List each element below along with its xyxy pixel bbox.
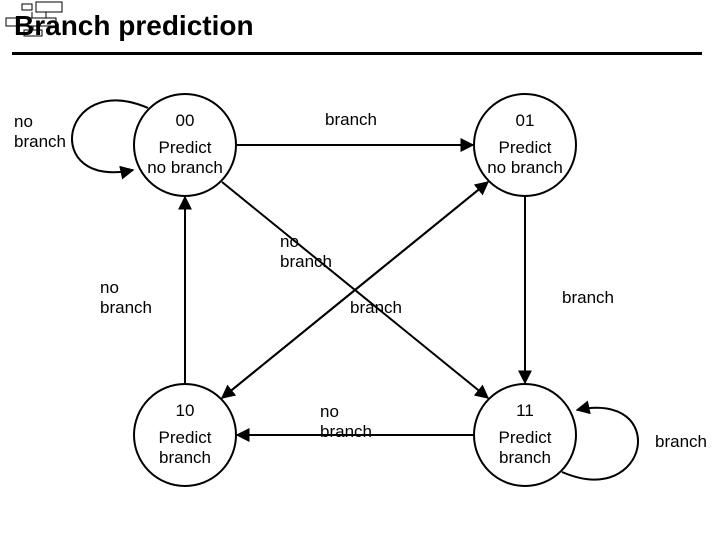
edge-label: branch bbox=[100, 298, 152, 318]
state-pred-line2: branch bbox=[135, 448, 235, 468]
edges-layer bbox=[0, 0, 720, 540]
state-code: 00 bbox=[135, 111, 235, 131]
edge-label: no bbox=[14, 112, 33, 132]
edge-label: branch bbox=[325, 110, 377, 130]
state-pred-line2: no branch bbox=[135, 158, 235, 178]
state-code: 01 bbox=[475, 111, 575, 131]
edge-label: branch bbox=[655, 432, 707, 452]
edge-label: no bbox=[280, 232, 299, 252]
state-pred-line1: Predict bbox=[475, 428, 575, 448]
edge bbox=[222, 182, 488, 398]
edge bbox=[222, 182, 488, 398]
page-title: Branch prediction bbox=[14, 10, 254, 42]
state-pred-line1: Predict bbox=[135, 138, 235, 158]
state-pred-line2: branch bbox=[475, 448, 575, 468]
state-code: 11 bbox=[475, 401, 575, 421]
state-00: 00 Predictno branch bbox=[133, 93, 237, 197]
state-pred-line1: Predict bbox=[475, 138, 575, 158]
edge-label: branch bbox=[350, 298, 402, 318]
edge-label: branch bbox=[14, 132, 66, 152]
state-pred-line1: Predict bbox=[135, 428, 235, 448]
state-10: 10 Predictbranch bbox=[133, 383, 237, 487]
edge-label: branch bbox=[562, 288, 614, 308]
edge-label: no bbox=[100, 278, 119, 298]
edge-label: branch bbox=[280, 252, 332, 272]
edge-label: no bbox=[320, 402, 339, 422]
state-11: 11 Predictbranch bbox=[473, 383, 577, 487]
edge bbox=[222, 182, 488, 398]
state-code: 10 bbox=[135, 401, 235, 421]
edge-label: branch bbox=[320, 422, 372, 442]
state-01: 01 Predictno branch bbox=[473, 93, 577, 197]
title-underline bbox=[12, 52, 702, 55]
state-pred-line2: no branch bbox=[475, 158, 575, 178]
